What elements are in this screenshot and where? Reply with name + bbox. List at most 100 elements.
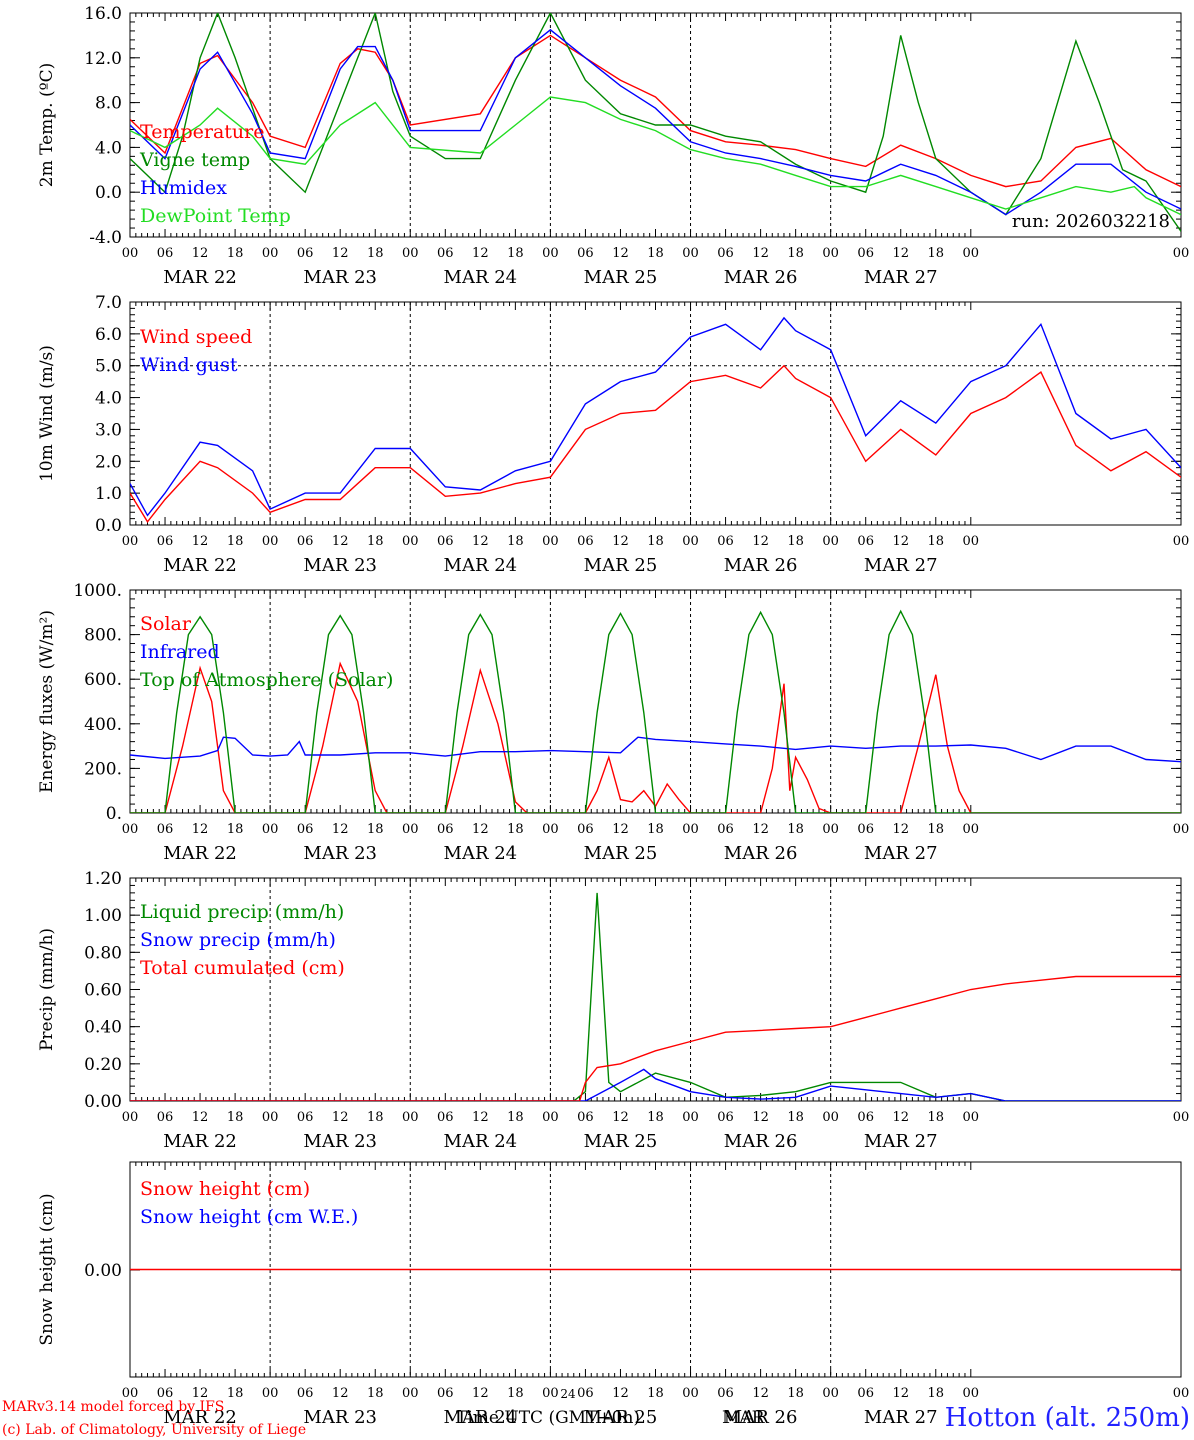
x-hour-label: 18 xyxy=(647,246,664,261)
x-hour-label: 00 xyxy=(542,534,559,549)
x-hour-label: 06 xyxy=(857,1386,874,1401)
x-hour-label: 06 xyxy=(717,534,734,549)
y-tick-label: 200. xyxy=(84,759,122,779)
x-hour-label: 12 xyxy=(192,822,209,837)
y-tick-label: 800. xyxy=(84,626,122,646)
x-day-label: MAR 25 xyxy=(584,267,658,288)
x-hour-label: 06 xyxy=(717,246,734,261)
x-hour-label: 00 xyxy=(822,1110,839,1125)
x-hour-label: 12 xyxy=(752,1110,769,1125)
x-hour-label: 00 xyxy=(1173,822,1190,837)
x-day-label: MAR 22 xyxy=(163,1407,237,1428)
y-axis-label: 2m Temp. (ºC) xyxy=(37,63,57,188)
x-hour-label: 00 xyxy=(402,822,419,837)
x-hour-label: 06 xyxy=(577,1110,594,1125)
x-hour-label: 18 xyxy=(927,822,944,837)
x-hour-label: 18 xyxy=(927,534,944,549)
series-line-humidex xyxy=(130,28,1181,216)
x-day-label: MAR 25 xyxy=(584,843,658,864)
x-hour-label: 06 xyxy=(157,534,174,549)
x-hour-label: 18 xyxy=(507,246,524,261)
x-day-label: MAR 25 xyxy=(584,1407,658,1428)
x-hour-label: 06 xyxy=(717,1110,734,1125)
panel-temp: 00 06 12 18 00 06 12 18 00 06 12 18 00 06 12 18 00 06 12 18… xyxy=(37,4,1189,288)
x-day-label: MAR 27 xyxy=(864,843,938,864)
x-day-label: MAR 24 xyxy=(444,843,518,864)
x-hour-label: 00 xyxy=(262,534,279,549)
month-day-label: 24 xyxy=(560,1387,576,1401)
y-tick-label: 0.20 xyxy=(84,1055,122,1075)
x-hour-label: 12 xyxy=(612,822,629,837)
x-day-label: MAR 23 xyxy=(303,843,377,864)
panel-wind: 00 06 12 18 00 06 12 18 00 06 12 18 00 06 12 18 00 06 12 18… xyxy=(37,293,1190,576)
legend-entry: Wind speed xyxy=(140,326,252,348)
x-hour-label: 00 xyxy=(262,1386,279,1401)
x-hour-label: 06 xyxy=(157,246,174,261)
series-group xyxy=(130,316,1181,524)
x-hour-label: 12 xyxy=(472,1110,489,1125)
x-hour-label: 00 xyxy=(262,246,279,261)
x-hour-label: 00 xyxy=(822,822,839,837)
legend-entry: Vigne temp xyxy=(139,149,250,171)
y-axis-label: Snow height (cm) xyxy=(37,1193,57,1345)
x-day-label: MAR 24 xyxy=(444,1407,518,1428)
series-group xyxy=(130,13,1181,232)
series-line-total-cumulated-cm- xyxy=(130,975,1181,1101)
x-hour-label: 00 xyxy=(1173,534,1190,549)
x-hour-label: 00 xyxy=(963,1110,980,1125)
x-hour-label: 00 xyxy=(122,246,139,261)
x-hour-label: 18 xyxy=(647,822,664,837)
x-hour-label: 12 xyxy=(752,822,769,837)
legend-entry: Snow height (cm W.E.) xyxy=(140,1206,358,1228)
x-hour-label: 06 xyxy=(857,1110,874,1125)
month-label: MAR xyxy=(722,1408,766,1428)
x-hour-label: 18 xyxy=(787,246,804,261)
x-hour-label: 12 xyxy=(332,246,349,261)
x-hour-label: 12 xyxy=(472,534,489,549)
x-day-label: MAR 22 xyxy=(163,267,237,288)
x-hour-label: 00 xyxy=(963,246,980,261)
x-hour-label: 12 xyxy=(332,534,349,549)
y-tick-label: 5.0 xyxy=(95,357,122,377)
x-hour-label: 18 xyxy=(227,534,244,549)
x-hour-label: 06 xyxy=(157,1386,174,1401)
x-hour-label: 12 xyxy=(332,822,349,837)
legend-entry: Snow height (cm) xyxy=(140,1178,310,1200)
x-day-label: MAR 27 xyxy=(864,1407,938,1428)
x-day-label: MAR 22 xyxy=(163,1131,237,1152)
x-hour-label: 00 xyxy=(542,822,559,837)
station-name: Hotton (alt. 250m) xyxy=(945,1403,1190,1433)
y-tick-label: 0. xyxy=(106,804,122,824)
x-day-label: MAR 22 xyxy=(163,555,237,576)
series-line-temperature xyxy=(130,34,1181,188)
x-hour-label: 00 xyxy=(402,1110,419,1125)
x-hour-label: 06 xyxy=(857,534,874,549)
legend-entry: Infrared xyxy=(140,641,220,663)
legend-entry: DewPoint Temp xyxy=(140,205,291,227)
x-day-label: MAR 24 xyxy=(444,1131,518,1152)
x-hour-label: 12 xyxy=(472,1386,489,1401)
y-tick-label: 400. xyxy=(84,715,122,735)
x-hour-label: 00 xyxy=(122,1110,139,1125)
legend-entry: Snow precip (mm/h) xyxy=(140,929,336,951)
x-hour-label: 18 xyxy=(227,1110,244,1125)
x-hour-label: 00 xyxy=(822,1386,839,1401)
plot-frame xyxy=(129,589,1182,814)
panel-snow: 00 06 12 18 00 06 12 18 00 06 12 18 00 06 12 18 00 06 12 18… xyxy=(37,1161,1189,1428)
x-hour-label: 12 xyxy=(332,1386,349,1401)
x-hour-label: 00 xyxy=(402,534,419,549)
x-day-label: MAR 25 xyxy=(584,555,658,576)
x-day-label: MAR 23 xyxy=(303,1407,377,1428)
x-hour-label: 06 xyxy=(857,246,874,261)
x-day-label: MAR 25 xyxy=(584,1131,658,1152)
series-line-dewpoint-temp xyxy=(130,96,1181,216)
x-day-label: MAR 22 xyxy=(163,843,237,864)
credit-line-1: MARv3.14 model forced by IFS xyxy=(2,1399,224,1415)
x-hour-label: 06 xyxy=(157,822,174,837)
y-tick-label: 1000. xyxy=(73,581,122,601)
x-hour-label: 00 xyxy=(1173,246,1190,261)
x-hour-label: 06 xyxy=(437,534,454,549)
x-hour-label: 06 xyxy=(437,1386,454,1401)
panels: 00 06 12 18 00 06 12 18 00 06 12 18 00 06 12 18 00 06 12 18… xyxy=(37,4,1190,1428)
x-hour-label: 12 xyxy=(892,822,909,837)
